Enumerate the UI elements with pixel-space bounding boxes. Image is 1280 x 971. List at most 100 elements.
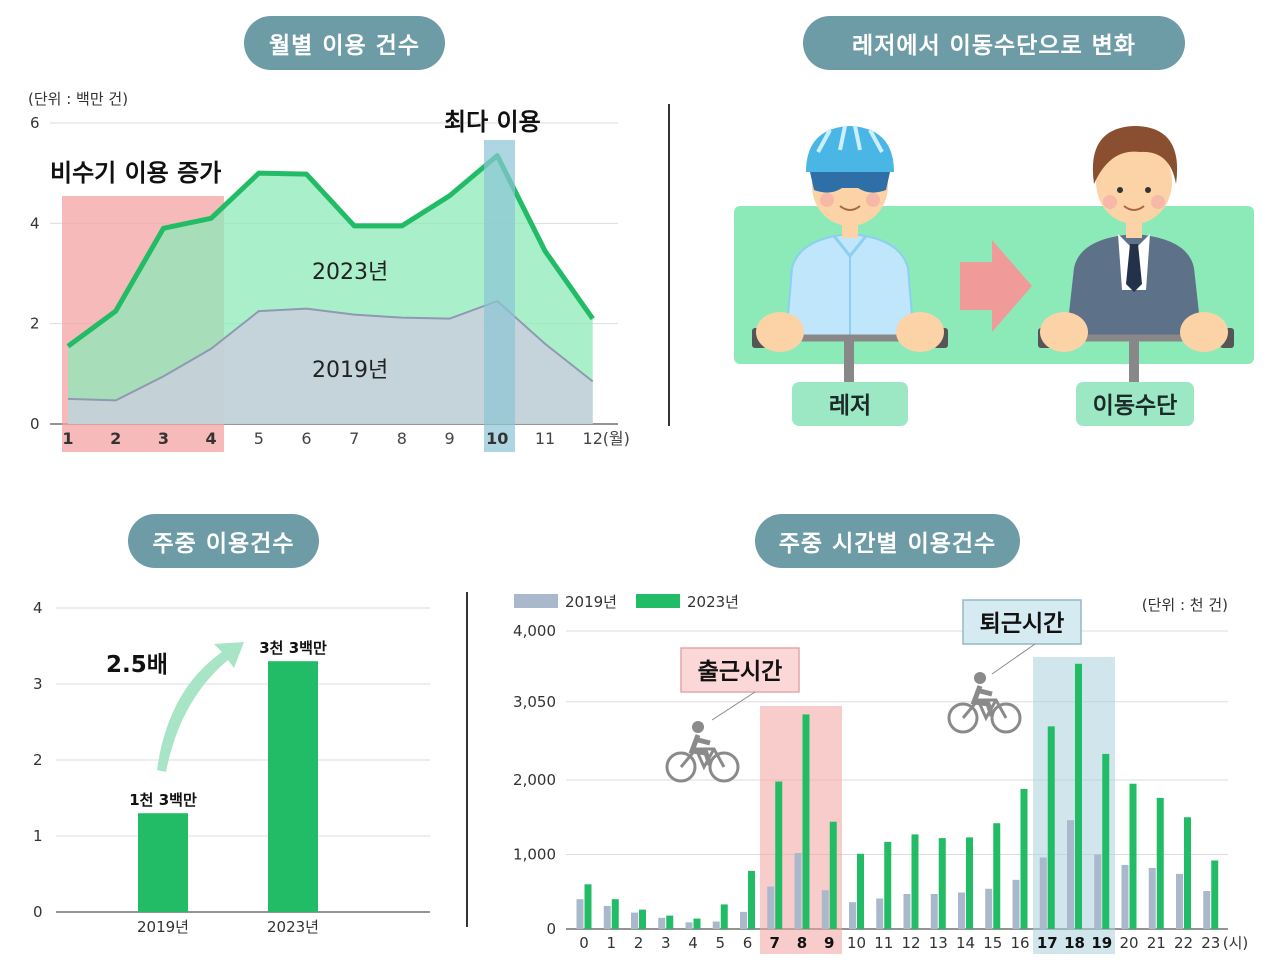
hourly-bar-2023-19	[1102, 753, 1110, 929]
hourly-bar-2023-6	[748, 870, 755, 929]
weekday-ytick-1: 1	[33, 827, 43, 845]
hourly-bar-2023-0	[584, 884, 592, 929]
businessman-figure	[1038, 126, 1234, 382]
monthly-xtick-6: 6	[301, 429, 311, 448]
weekday-bar-chart: 0 1 2 3 4 1천 3백만 2019년 3천 3백만 2023년 2.5배	[33, 599, 430, 936]
hourly-xtick-1: 1	[606, 934, 616, 952]
hourly-bar-2019-13	[930, 893, 938, 929]
shift-illustration: 레저 이동수단	[734, 125, 1254, 426]
hourly-bar-2019-8	[794, 853, 802, 929]
hourly-bar-2023-21	[1156, 797, 1164, 929]
hourly-xtick-7: 7	[770, 934, 780, 952]
peak-annotation: 최다 이용	[444, 108, 541, 136]
hourly-bar-2019-17	[1039, 857, 1047, 929]
hourly-bar-2019-19	[1094, 854, 1102, 929]
divider-bottom	[466, 592, 468, 927]
leisure-label: 레저	[829, 393, 871, 419]
weekday-bar-2019년	[138, 813, 188, 912]
hourly-xtick-5: 5	[715, 934, 725, 952]
monthly-xtick-8: 8	[397, 429, 407, 448]
hourly-bar-2019-2	[631, 912, 638, 929]
hourly-bar-2023-3	[666, 915, 674, 929]
divider-top	[668, 104, 670, 426]
monthly-xtick-2: 2	[110, 429, 121, 448]
hourly-bar-2019-7	[767, 886, 775, 929]
hourly-bar-2023-12	[911, 834, 919, 929]
hourly-bar-2023-16	[1020, 788, 1028, 929]
growth-arrow-icon	[157, 642, 244, 772]
hourly-xtick-16: 16	[1010, 934, 1029, 952]
weekday-ytick-3: 3	[33, 675, 43, 693]
label-2019: 2019년	[312, 358, 388, 383]
hourly-bar-2019-1	[603, 905, 611, 929]
weekday-xtick-2019년: 2019년	[137, 918, 189, 936]
hourly-ytick-0: 0	[546, 920, 556, 938]
hourly-bar-2023-22	[1184, 817, 1191, 929]
commute-in-leader	[711, 691, 756, 721]
hourly-xtick-22: 22	[1174, 934, 1193, 952]
commute-in-annotation: 출근시간	[698, 659, 783, 685]
hourly-xtick-9: 9	[824, 934, 834, 952]
hourly-bar-2023-1	[611, 899, 619, 929]
commute-out-box	[962, 599, 1082, 645]
hourly-bar-2019-3	[658, 917, 666, 929]
hourly-ytick-3,050: 3,050	[513, 693, 556, 711]
hourly-bar-2019-14	[958, 892, 965, 929]
hourly-bar-2023-4	[693, 918, 701, 929]
monthly-xtick-5: 5	[254, 429, 264, 448]
legend-2019-label: 2019년	[565, 593, 617, 611]
monthly-ytick-0: 0	[30, 415, 40, 433]
hourly-bar-2019-23	[1203, 891, 1211, 929]
hourly-bar-2019-21	[1148, 867, 1156, 929]
hourly-xtick-14: 14	[956, 934, 975, 952]
hourly-x-suffix: (시)	[1223, 934, 1249, 952]
cyclist-icon-evening	[947, 672, 1022, 734]
weekday-ytick-2: 2	[33, 751, 43, 769]
monthly-x-suffix: (월)	[603, 429, 630, 448]
hourly-bar-2023-5	[720, 904, 728, 929]
monthly-xtick-3: 3	[158, 429, 169, 448]
peak-band	[484, 140, 515, 452]
monthly-ytick-6: 6	[30, 114, 40, 132]
hourly-xtick-20: 20	[1119, 934, 1138, 952]
hourly-bar-2023-9	[829, 821, 837, 929]
hourly-xtick-13: 13	[929, 934, 948, 952]
hourly-bar-chart: 2019년 2023년 (단위 : 천 건) 0 1,000 2,000 3,050 4…	[513, 593, 1249, 954]
hourly-bar-2023-17	[1047, 726, 1055, 929]
legend-2023-label: 2023년	[687, 593, 739, 611]
legend-2019-swatch	[514, 594, 558, 608]
hourly-bar-2023-18	[1075, 663, 1082, 929]
monthly-ytick-2: 2	[30, 315, 40, 333]
hourly-bar-2019-16	[1012, 879, 1020, 929]
monthly-xtick-10: 10	[486, 429, 508, 448]
hourly-xtick-2: 2	[634, 934, 644, 952]
hourly-title: 주중 시간별 이용건수	[755, 514, 1020, 568]
shift-title: 레저에서 이동수단으로 변화	[803, 16, 1185, 70]
hourly-bar-2019-12	[903, 893, 911, 929]
hourly-bar-2019-5	[712, 921, 720, 929]
area-2019	[68, 301, 593, 424]
hourly-xtick-17: 17	[1037, 934, 1058, 952]
hourly-xtick-10: 10	[847, 934, 866, 952]
hourly-ytick-4,000: 4,000	[513, 622, 556, 640]
hourly-bar-2023-14	[966, 837, 973, 929]
hourly-bar-2023-10	[857, 853, 864, 929]
commute-in-box	[680, 647, 800, 693]
hourly-bar-2023-15	[993, 823, 1001, 929]
hourly-bar-2023-23	[1211, 860, 1219, 929]
hourly-bar-2019-20	[1121, 864, 1129, 929]
weekday-bar-2023년	[268, 661, 318, 912]
hourly-bar-2019-6	[740, 911, 747, 929]
monthly-ytick-4: 4	[30, 214, 40, 232]
monthly-xtick-9: 9	[445, 429, 455, 448]
monthly-xtick-11: 11	[535, 429, 555, 448]
hourly-bar-2023-13	[938, 838, 946, 929]
commute-out-leader	[991, 643, 1036, 675]
hourly-ytick-1,000: 1,000	[513, 846, 556, 864]
cyclist-figure	[752, 125, 948, 382]
monthly-xtick-12: 12	[583, 429, 603, 448]
legend-2023-swatch	[636, 594, 680, 608]
transport-badge	[1076, 382, 1194, 426]
cyclist-icon-morning	[665, 721, 740, 783]
